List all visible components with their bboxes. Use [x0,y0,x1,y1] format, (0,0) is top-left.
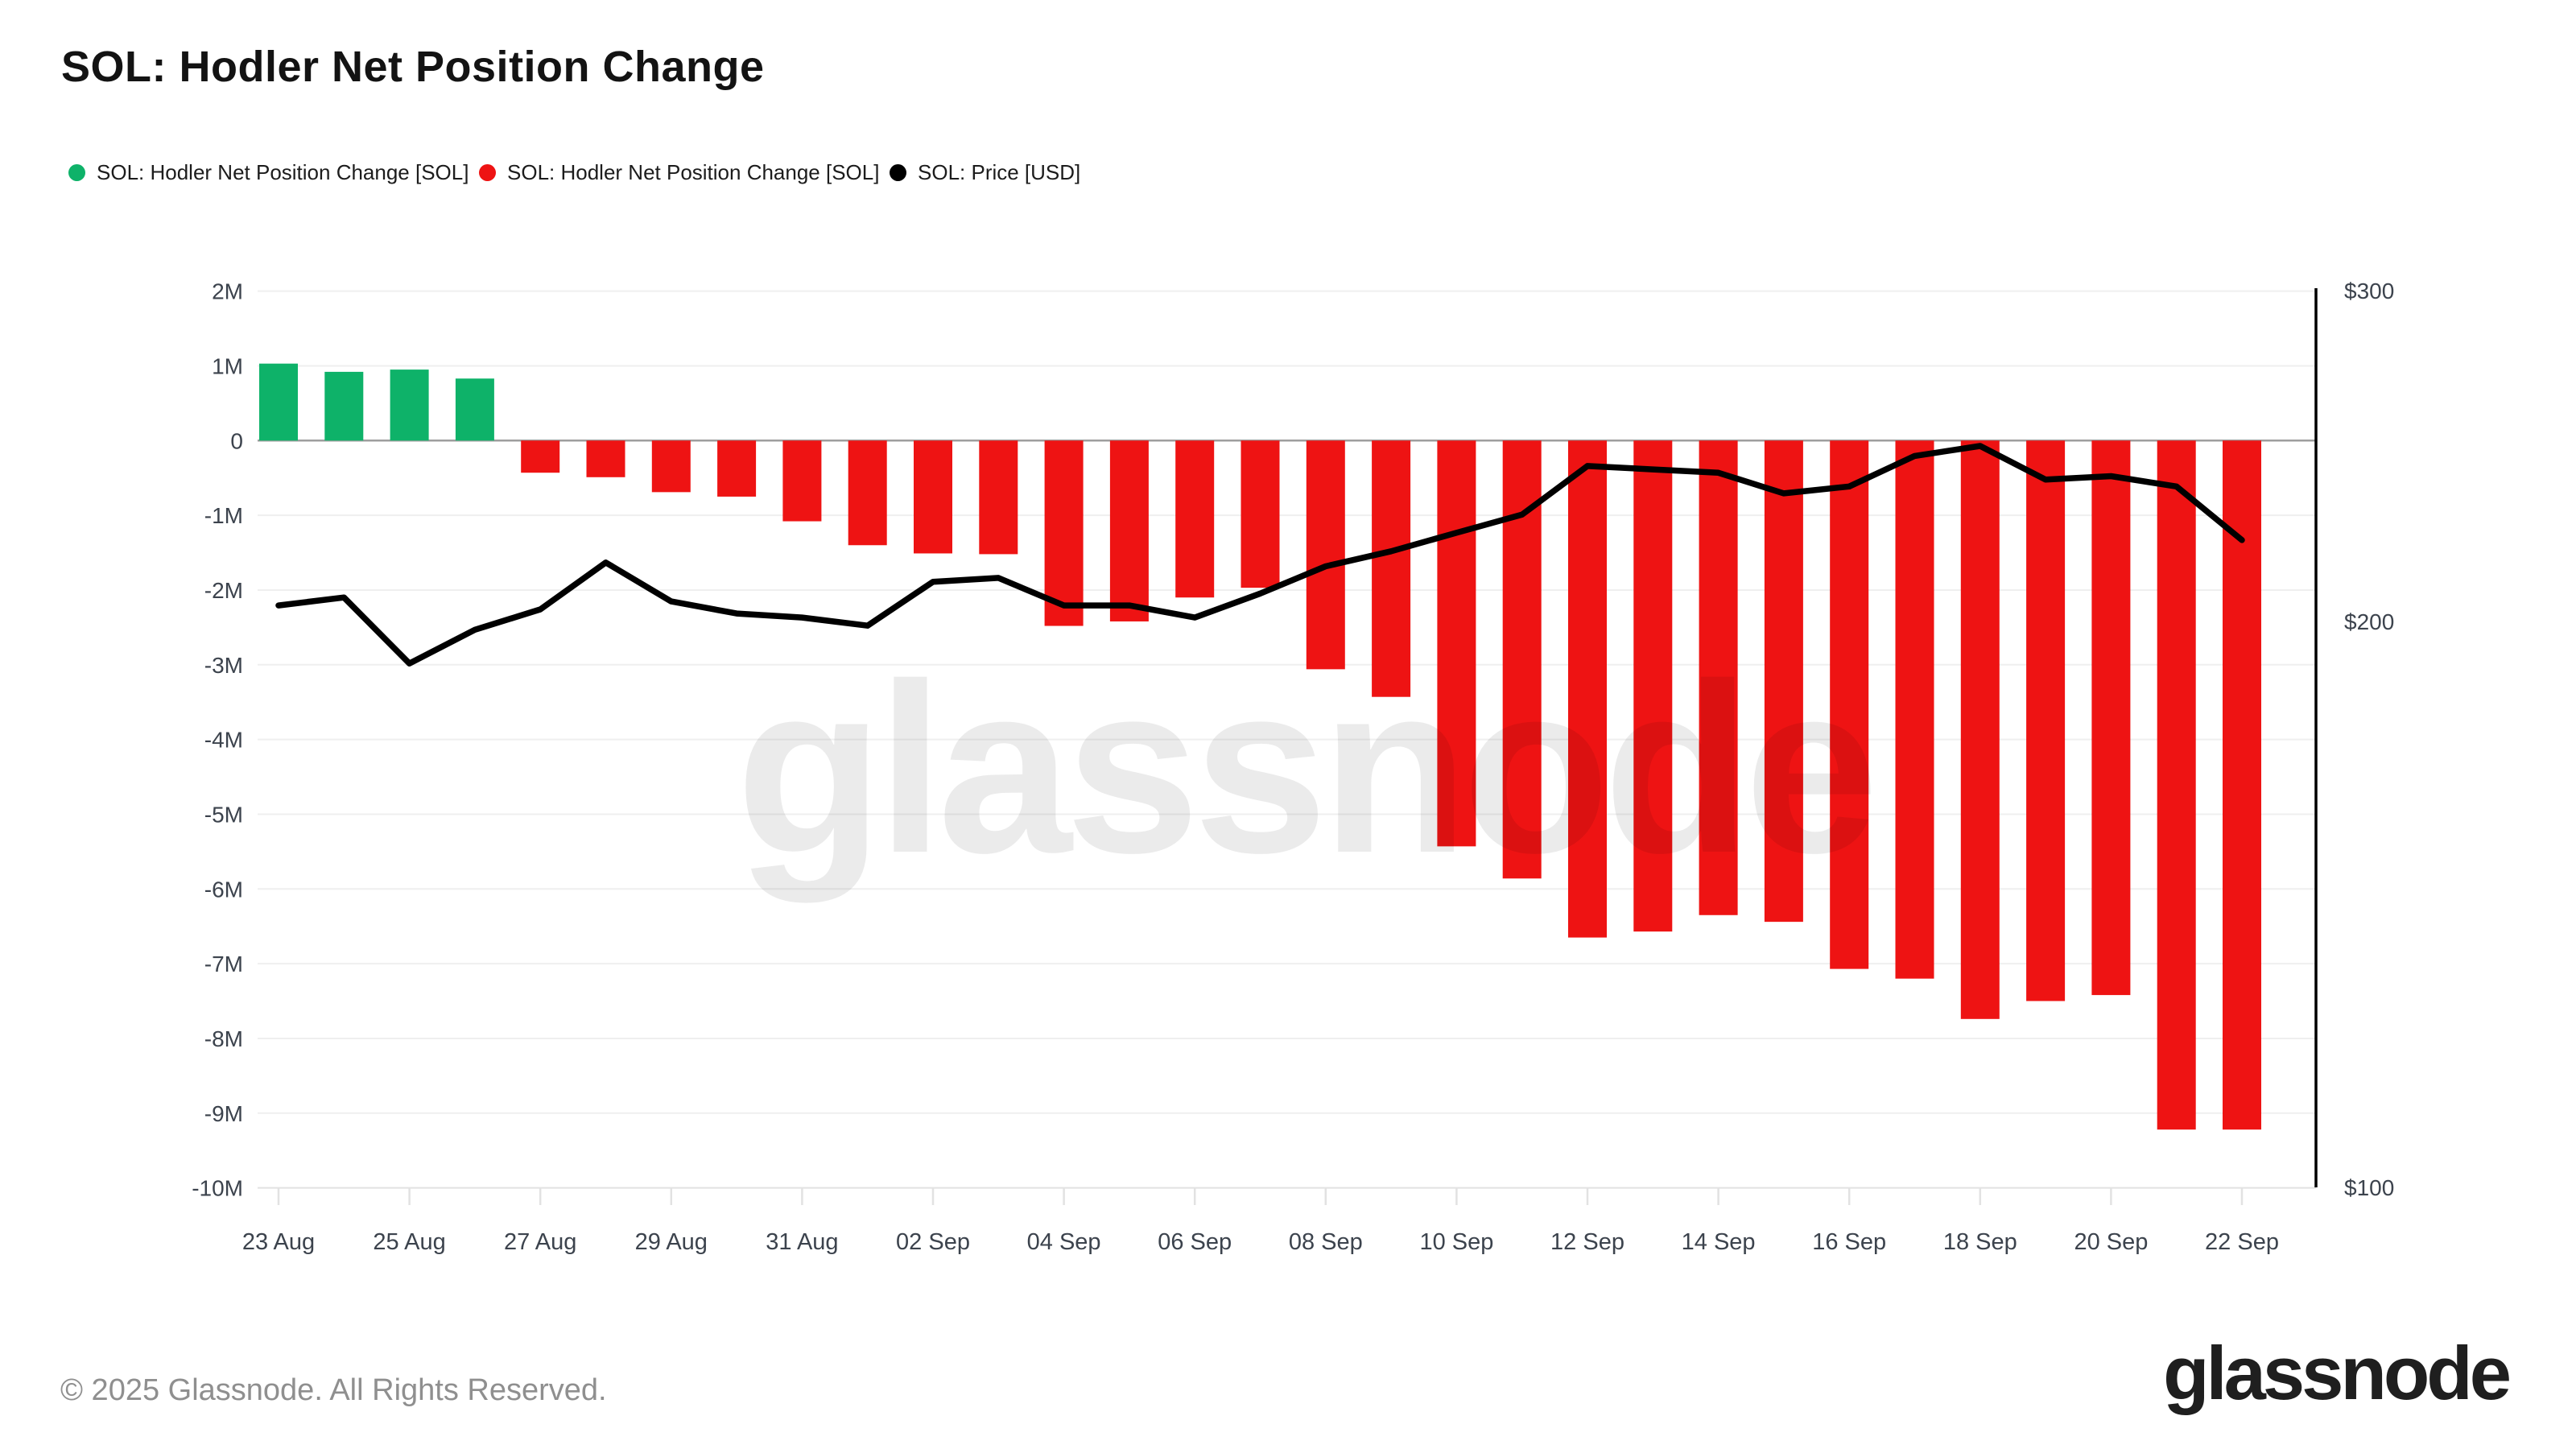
x-axis-tick-label: 20 Sep [2074,1229,2148,1255]
right-axis-tick-label: $300 [2344,279,2394,303]
bar-23-Aug[interactable] [259,363,298,441]
legend-item-2[interactable]: SOL: Price [USD] [890,158,1080,187]
left-axis-tick-label: -9M [204,1101,243,1126]
bar-24-Aug[interactable] [324,371,364,441]
bar-25-Aug[interactable] [390,369,429,441]
left-axis-tick-label: 1M [212,353,243,378]
x-axis-tick-label: 06 Sep [1158,1229,1232,1255]
bar-20-Sep[interactable] [2091,440,2131,996]
legend-dot-icon [890,163,906,181]
x-axis-tick-label: 04 Sep [1027,1229,1101,1255]
left-axis-tick-label: -2M [204,578,243,603]
bar-06-Sep[interactable] [1175,440,1215,598]
legend-item-label: SOL: Price [USD] [918,159,1081,184]
bar-18-Sep[interactable] [1960,440,2000,1019]
bar-01-Sep[interactable] [848,440,887,546]
bar-21-Sep[interactable] [2157,440,2196,1130]
page-title: SOL: Hodler Net Position Change [61,43,765,91]
bar-15-Sep[interactable] [1764,440,1803,923]
bar-31-Aug[interactable] [782,440,822,522]
x-axis-tick-label: 18 Sep [1943,1229,2017,1255]
bar-03-Sep[interactable] [979,440,1018,555]
legend-item-0[interactable]: SOL: Hodler Net Position Change [SOL] [68,158,469,187]
x-axis-tick-label: 02 Sep [896,1229,970,1255]
bar-26-Aug[interactable] [455,378,494,441]
legend-item-label: SOL: Hodler Net Position Change [SOL] [97,159,469,184]
left-axis-tick-label: -8M [204,1026,243,1051]
bar-29-Aug[interactable] [651,440,691,493]
x-axis-tick-label: 23 Aug [242,1229,315,1255]
left-axis-tick-label: 0 [230,428,243,453]
bar-12-Sep[interactable] [1568,440,1607,938]
left-axis-tick-label: -4M [204,728,243,753]
left-axis-tick-label: -3M [204,653,243,678]
x-axis-tick-label: 10 Sep [1419,1229,1493,1255]
left-axis-tick-label: -5M [204,802,243,827]
bar-10-Sep[interactable] [1437,440,1476,847]
bar-13-Sep[interactable] [1633,440,1673,932]
bar-09-Sep[interactable] [1372,440,1411,697]
copyright-text: © 2025 Glassnode. All Rights Reserved. [60,1373,607,1407]
legend-item-label: SOL: Hodler Net Position Change [SOL] [507,159,880,184]
bar-28-Aug[interactable] [586,440,625,477]
bar-30-Aug[interactable] [717,440,757,497]
legend-dot-icon [479,163,496,181]
legend-dot-icon [68,163,85,181]
bar-02-Sep[interactable] [914,440,952,554]
x-axis-tick-label: 29 Aug [635,1229,708,1255]
x-axis-tick-label: 16 Sep [1812,1229,1886,1255]
price-line[interactable] [275,443,2245,667]
glassnode-logo: glassnode [2163,1331,2512,1415]
bar-19-Sep[interactable] [2026,440,2066,1001]
left-axis-tick-label: -6M [204,877,243,902]
bar-14-Sep[interactable] [1699,440,1738,915]
bar-07-Sep[interactable] [1241,440,1280,588]
x-axis-tick-label: 22 Sep [2205,1229,2279,1255]
x-axis-tick-label: 27 Aug [504,1229,576,1255]
x-axis-tick-label: 08 Sep [1289,1229,1363,1255]
right-axis-tick-label: $100 [2344,1175,2394,1200]
x-axis-tick-label: 14 Sep [1682,1229,1756,1255]
bar-17-Sep[interactable] [1895,440,1934,979]
x-axis-tick-label: 25 Aug [373,1229,445,1255]
bar-04-Sep[interactable] [1044,440,1084,626]
bar-05-Sep[interactable] [1109,440,1149,621]
bar-27-Aug[interactable] [521,440,560,473]
bar-16-Sep[interactable] [1830,440,1869,969]
left-axis-tick-label: -7M [204,952,243,976]
glassnode-watermark: glassnode [736,633,1872,905]
bar-22-Sep[interactable] [2223,440,2261,1130]
left-axis-tick-label: -10M [192,1176,243,1201]
legend-item-1[interactable]: SOL: Hodler Net Position Change [SOL] [479,158,879,187]
bar-08-Sep[interactable] [1306,440,1345,670]
x-axis-tick-label: 31 Aug [766,1229,838,1255]
legend: SOL: Hodler Net Position Change [SOL] SOL… [0,158,2576,187]
left-axis-tick-label: -1M [204,503,243,528]
left-axis-tick-label: 2M [212,279,243,304]
x-axis-tick-label: 12 Sep [1550,1229,1624,1255]
right-axis-tick-label: $200 [2344,609,2394,634]
